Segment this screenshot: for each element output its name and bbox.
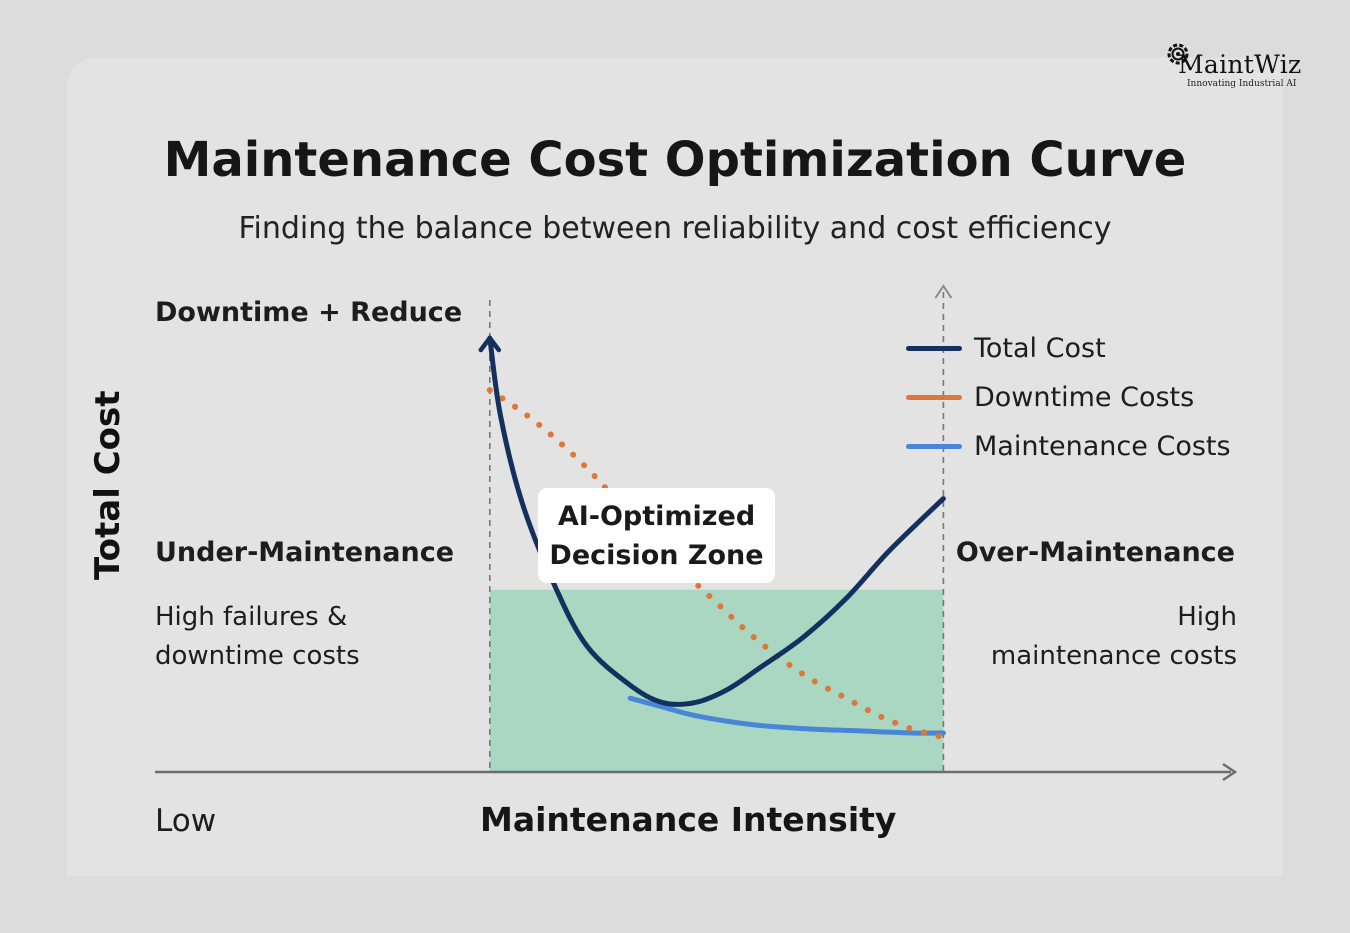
over-maintenance-desc-2: maintenance costs [990, 641, 1237, 671]
under-maintenance-title: Under-Maintenance [155, 537, 455, 568]
over-maintenance-title: Over-Maintenance [955, 537, 1235, 568]
annotation-top-left: Downtime + Reduce [155, 297, 463, 328]
series-line-total-cost [487, 335, 946, 707]
x-axis-low-label: Low [155, 803, 217, 839]
series-line-downtime-costs [486, 387, 947, 741]
gear-icon [1167, 43, 1189, 65]
zone-label-line-1: AI-Optimized [557, 501, 756, 532]
under-maintenance-desc-1: High failures & [155, 602, 348, 632]
legend-label: Total Cost [974, 333, 1106, 364]
series-line-maintenance-costs [627, 695, 946, 736]
chart-subtitle: Finding the balance between reliability … [238, 211, 1112, 246]
x-axis-arrow-icon [1222, 762, 1238, 782]
total-cost-arrow-icon [478, 335, 502, 353]
y-axis-label: Total Cost [88, 390, 128, 580]
brand-tagline: Innovating Industrial AI [1187, 79, 1297, 89]
legend-item-downtime-costs: Downtime Costs [906, 373, 1231, 422]
zone-label-line-2: Decision Zone [549, 540, 764, 571]
legend-item-maintenance-costs: Maintenance Costs [906, 422, 1231, 471]
guide-arrow-icon [934, 284, 953, 299]
legend-swatch [906, 346, 962, 351]
brand-logo: MaintWiz Innovating Industrial AI [1162, 40, 1312, 94]
legend-label: Maintenance Costs [974, 431, 1231, 462]
decision-zone-callout: AI-Optimized Decision Zone [538, 488, 775, 583]
chart-legend: Total Cost Downtime Costs Maintenance Cost… [906, 324, 1231, 471]
legend-swatch [906, 444, 962, 449]
chart-title: Maintenance Cost Optimization Curve [163, 132, 1187, 188]
legend-swatch [906, 395, 962, 400]
legend-label: Downtime Costs [974, 382, 1195, 413]
optimized-zone-area [489, 589, 944, 772]
brand-name: MaintWiz [1178, 50, 1302, 79]
over-maintenance-desc-1: High [1177, 602, 1237, 632]
x-axis-label: Maintenance Intensity [480, 800, 897, 839]
under-maintenance-desc-2: downtime costs [155, 641, 360, 671]
legend-item-total-cost: Total Cost [906, 324, 1231, 373]
